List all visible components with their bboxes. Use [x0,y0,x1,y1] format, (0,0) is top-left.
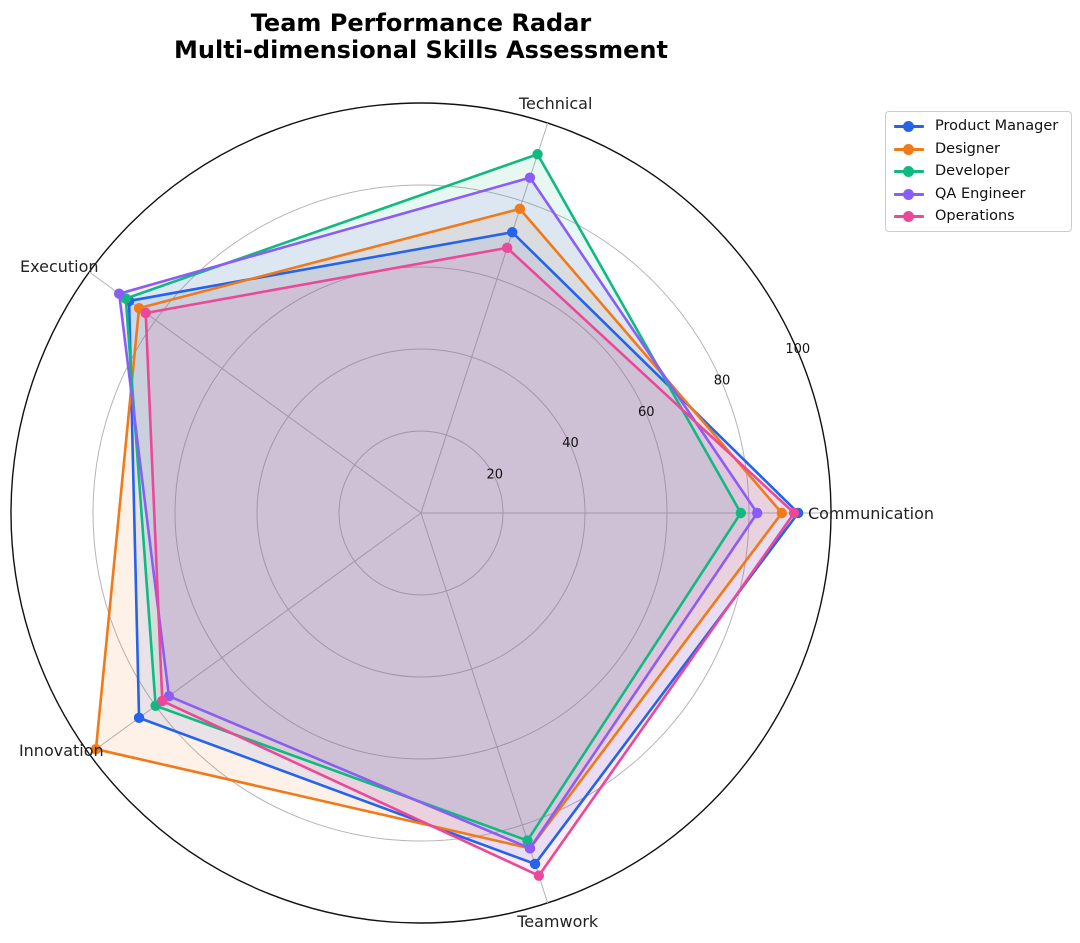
legend-swatch [890,119,926,133]
axis-label-teamwork: Teamwork [516,912,599,931]
series-point [133,712,145,724]
series-point [507,227,518,238]
axis-label-innovation: Innovation [19,741,104,760]
label-layer: 20 40 60 80 100 Communication Technical Executi… [19,94,934,931]
legend-label: Product Manager [935,118,1059,135]
legend-swatch [890,187,926,201]
series-point [514,203,526,215]
series-fill-3 [119,177,758,849]
legend: Product Manager Designer Developer QA Engin… [885,111,1072,232]
axis-label-execution: Execution [20,257,99,276]
series-point [90,743,102,755]
series-point [788,507,800,519]
series-line-2 [124,152,743,842]
legend-swatch [890,209,926,223]
series-point [533,870,545,881]
series-point [524,172,536,183]
series-fill-0 [129,232,799,864]
chart-title: Team Performance Radar [251,9,592,37]
series-point [524,843,536,854]
series-point [752,507,763,519]
legend-label: Operations [935,208,1015,225]
series-layer [90,149,804,881]
r-tick-label: 80 [714,373,731,388]
legend-item: Developer [886,160,1071,183]
legend-label: QA Engineer [935,185,1026,202]
legend-item: Product Manager [886,115,1071,138]
series-line-1 [94,207,784,850]
series-fill-2 [125,154,741,841]
series-point [532,149,543,160]
series-point [140,307,151,319]
series-point [157,695,168,707]
r-tick-label: 20 [486,468,503,483]
series-point [113,288,125,299]
series-point [501,242,513,254]
series-line-3 [117,176,759,850]
series-fill-1 [95,208,782,849]
r-tick-label: 40 [562,436,579,451]
legend-item: Operations [886,205,1071,228]
series-point [776,507,787,519]
r-tick-label: 60 [638,405,655,420]
series-point [735,507,746,519]
spoke-technical [420,122,549,514]
spoke-innovation [89,512,422,755]
legend-label: Designer [935,140,1000,157]
legend-label: Developer [935,163,1010,180]
chart-subtitle: Multi-dimensional Skills Assessment [174,36,668,64]
axis-label-communication: Communication [808,504,934,523]
legend-item: QA Engineer [886,183,1071,206]
series-point [529,858,541,870]
series-fill-4 [145,247,795,876]
axis-label-technical: Technical [518,94,592,113]
legend-swatch [890,164,926,178]
legend-swatch [890,142,926,156]
legend-item: Designer [886,138,1071,161]
series-line-0 [127,230,800,866]
r-tick-label: 100 [785,342,810,357]
series-line-4 [144,246,796,877]
